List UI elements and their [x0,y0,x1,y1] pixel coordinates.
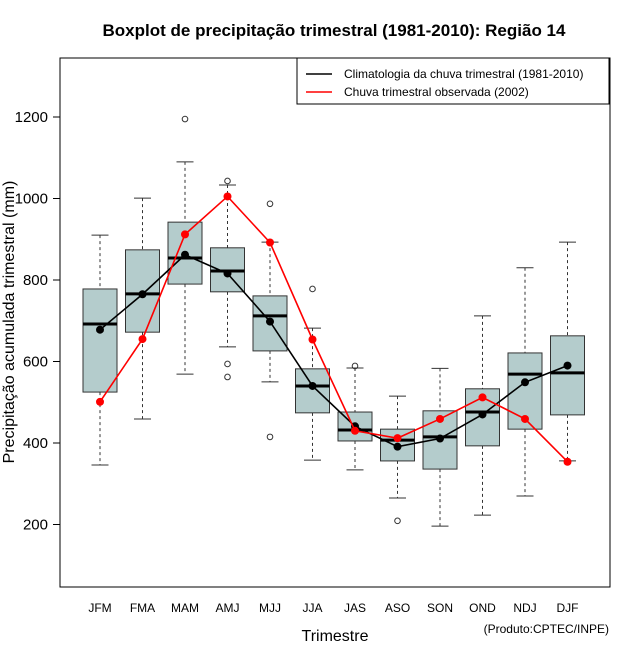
outlier-point [351,362,359,370]
y-tick-label: 800 [23,272,48,289]
observed-point [223,192,232,201]
climatology-point [393,442,402,451]
x-tick-label: JJA [302,601,322,615]
box-SON [422,367,458,527]
observed-line [99,195,569,463]
climatology-point [308,381,317,390]
climatology-point [138,290,147,299]
y-tick-label: 600 [23,354,48,371]
legend-box [296,57,610,105]
climatology-point [436,434,444,443]
box-JFM [82,234,118,466]
observed-point [521,414,529,423]
legend: Climatologia da chuva trimestral (1981-2… [296,57,610,105]
y-tick-label: 1200 [15,109,48,126]
x-tick-label: SON [427,601,453,615]
iqr-box [550,335,585,416]
observed-point [351,426,359,435]
x-tick-label: DJF [557,601,579,615]
x-tick-label: JAS [344,601,366,615]
x-axis-label: Trimestre [302,628,369,645]
x-axis: JFM FMA MAM AMJ MJJ JJA JAS ASO SON OND NDJ DJF [88,601,578,615]
series-lines [96,192,572,466]
climatology-point [181,250,189,259]
climatology-point [563,361,572,370]
x-tick-label: MAM [171,601,199,615]
climatology-point [223,269,232,278]
x-tick-label: JFM [88,601,111,615]
y-tick-label: 400 [23,435,48,452]
legend-label-observed: Chuva trimestral observada (2002) [344,85,529,99]
outlier-point [266,433,274,441]
chart-title: Boxplot de precipitação trimestral (1981… [103,21,566,40]
legend-label-climatology: Climatologia da chuva trimestral (1981-2… [344,67,583,81]
observed-point [308,335,317,344]
observed-point [96,397,104,406]
climatology-point [96,325,104,334]
boxes [82,115,585,527]
climatology-point [521,378,529,387]
outlier-point [309,285,316,293]
climatology-point [478,410,487,419]
y-tick-label: 200 [23,517,48,534]
box-MAM [167,115,203,375]
y-axis: 200 400 600 800 1000 1200 [15,109,60,534]
observed-point [393,434,402,443]
outlier-point [224,177,231,185]
observed-point [436,414,444,423]
observed-point [266,238,274,247]
iqr-box [82,288,118,393]
box-DJF [550,241,585,462]
x-tick-label: AMJ [216,601,240,615]
x-tick-label: OND [469,601,496,615]
x-tick-label: NDJ [513,601,536,615]
observed-point [138,335,147,344]
x-tick-label: ASO [385,601,410,615]
x-tick-label: MJJ [259,601,281,615]
outlier-point [266,200,274,208]
observed-point [478,393,487,402]
outlier-point [181,115,189,123]
y-axis-label: Precipitação acumulada trimestral (mm) [1,181,18,464]
credit-text: (Produto:CPTEC/INPE) [484,622,609,636]
outlier-point [394,517,401,525]
box-ASO [380,395,415,525]
outlier-point [224,360,231,368]
climatology-line [99,253,568,448]
observed-point [181,230,189,239]
climatology-point [266,317,274,326]
x-tick-label: FMA [130,601,155,615]
box-JAS [337,362,373,471]
y-tick-label: 1000 [15,191,48,208]
outlier-point [224,373,231,381]
iqr-box [295,368,330,414]
observed-point [563,457,572,466]
